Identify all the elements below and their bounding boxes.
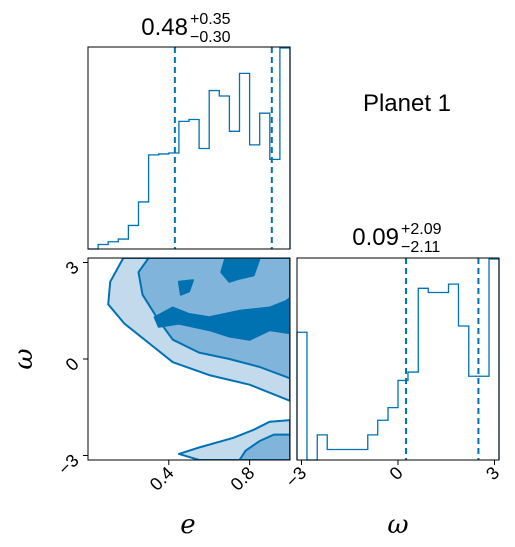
ticks-omega-bottom-label-2: 3 bbox=[482, 463, 503, 484]
hist-e-frame bbox=[87, 46, 291, 250]
contour-inner-4 bbox=[220, 258, 261, 283]
title-e-plus: +0.35 bbox=[190, 11, 231, 28]
title-e-median: 0.48 bbox=[141, 14, 188, 41]
hist-omega-panel bbox=[296, 257, 500, 461]
hist-e-qlines bbox=[173, 47, 273, 249]
title-omega: 0.09 bbox=[352, 224, 399, 251]
planet-label: Planet 1 bbox=[363, 90, 451, 117]
ticks-omega-left-label-0: −3 bbox=[54, 450, 83, 479]
ticks-omega-left-label-2: 3 bbox=[62, 257, 83, 278]
title-e-minus: −0.30 bbox=[190, 29, 231, 46]
xlabel-e: e bbox=[180, 510, 195, 540]
ticks-e-bottom: 0.4 0.8 bbox=[146, 460, 259, 495]
title-omega-median: 0.09 bbox=[352, 224, 399, 251]
contour-panel bbox=[87, 257, 291, 461]
contour-fills bbox=[107, 258, 290, 460]
ticks-omega-bottom-label-1: 0 bbox=[386, 463, 407, 484]
title-omega-minus: −2.11 bbox=[401, 239, 440, 256]
contour-middle-3 bbox=[238, 433, 290, 460]
ticks-omega-left: −3 0 3 bbox=[54, 257, 88, 479]
contour-inner-6 bbox=[153, 296, 290, 341]
hist-e-step bbox=[88, 47, 291, 250]
hist-omega-qlines bbox=[405, 258, 480, 460]
title-omega-plus: +2.09 bbox=[401, 221, 442, 238]
ticks-e-bottom-label-1: 0.8 bbox=[227, 463, 259, 495]
ticks-omega-left-label-1: 0 bbox=[62, 354, 83, 375]
hist-e-panel bbox=[87, 46, 291, 250]
ticks-e-bottom-label-0: 0.4 bbox=[146, 463, 178, 495]
xlabel-omega: ω bbox=[387, 510, 408, 540]
ticks-omega-bottom: −3 0 3 bbox=[282, 460, 503, 492]
contour-inner-5 bbox=[177, 279, 194, 296]
hist-omega-step bbox=[296, 258, 500, 461]
title-e: 0.48 bbox=[141, 14, 188, 41]
ticks-omega-bottom-label-0: −3 bbox=[282, 463, 311, 492]
ylabel-omega: ω bbox=[9, 348, 39, 369]
